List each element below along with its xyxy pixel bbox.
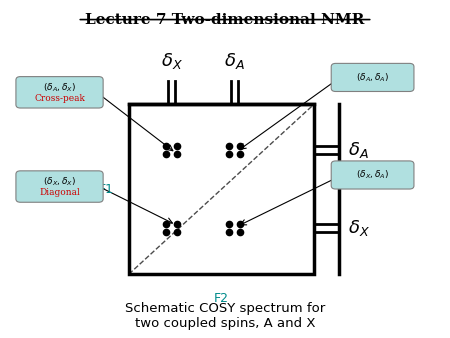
- Text: Diagonal: Diagonal: [39, 188, 80, 197]
- Text: F2: F2: [214, 292, 229, 305]
- Text: Schematic COSY spectrum for
two coupled spins, A and X: Schematic COSY spectrum for two coupled …: [125, 302, 325, 330]
- Text: $(\delta_A, \delta_X)$: $(\delta_A, \delta_X)$: [43, 81, 76, 94]
- Text: $\delta_A$: $\delta_A$: [348, 140, 369, 160]
- FancyBboxPatch shape: [331, 161, 414, 189]
- FancyBboxPatch shape: [16, 171, 103, 202]
- Text: $\delta_A$: $\delta_A$: [224, 51, 245, 71]
- FancyBboxPatch shape: [331, 64, 414, 92]
- Text: $(\delta_A, \delta_A)$: $(\delta_A, \delta_A)$: [356, 71, 389, 84]
- Text: Lecture 7 Two-dimensional NMR: Lecture 7 Two-dimensional NMR: [86, 13, 365, 27]
- Text: Cross-peak: Cross-peak: [34, 94, 85, 103]
- FancyBboxPatch shape: [16, 77, 103, 108]
- Bar: [129, 104, 315, 274]
- Text: $\delta_X$: $\delta_X$: [161, 51, 183, 71]
- Text: $\delta_X$: $\delta_X$: [348, 218, 370, 238]
- Text: F1: F1: [99, 183, 114, 195]
- Text: $(\delta_X, \delta_X)$: $(\delta_X, \delta_X)$: [43, 175, 76, 188]
- Text: $(\delta_X, \delta_A)$: $(\delta_X, \delta_A)$: [356, 169, 389, 181]
